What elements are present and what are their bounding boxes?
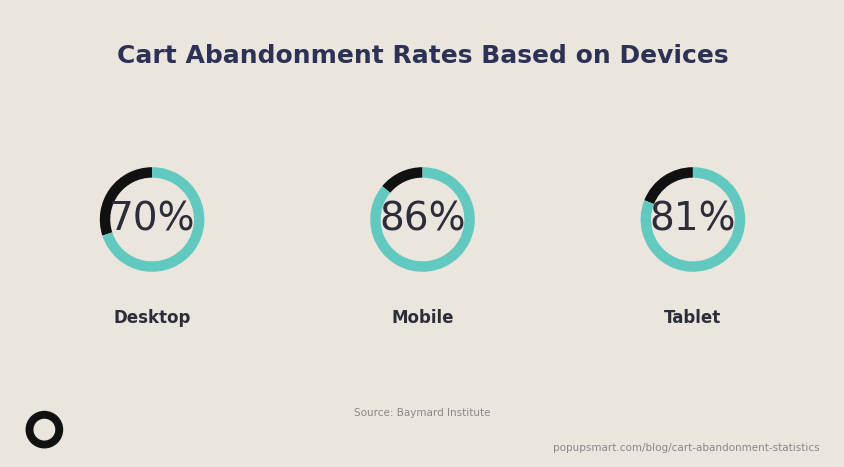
Text: Source: Baymard Institute: Source: Baymard Institute <box>354 408 490 418</box>
Wedge shape <box>640 167 744 272</box>
Text: popupsmart.com/blog/cart-abandonment-statistics: popupsmart.com/blog/cart-abandonment-sta… <box>552 443 819 453</box>
Text: Desktop: Desktop <box>113 309 191 326</box>
Wedge shape <box>643 167 692 204</box>
Text: Cart Abandonment Rates Based on Devices: Cart Abandonment Rates Based on Devices <box>116 44 728 68</box>
Wedge shape <box>370 167 474 272</box>
Wedge shape <box>102 167 204 272</box>
Text: Tablet: Tablet <box>663 309 721 326</box>
Text: Mobile: Mobile <box>391 309 453 326</box>
Circle shape <box>34 419 55 440</box>
Text: 86%: 86% <box>379 200 465 239</box>
Wedge shape <box>100 167 152 236</box>
Text: 70%: 70% <box>109 200 195 239</box>
Text: 81%: 81% <box>649 200 735 239</box>
Wedge shape <box>381 167 422 193</box>
Circle shape <box>26 411 62 448</box>
